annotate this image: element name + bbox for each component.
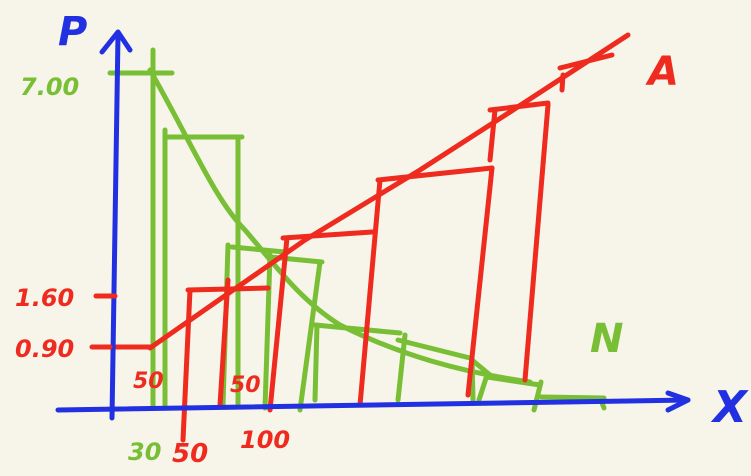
x-axis-arrow	[665, 390, 691, 413]
red-bar-6	[487, 107, 498, 163]
red-bar-4	[357, 177, 383, 408]
red-bar-5	[465, 165, 495, 398]
inner-red-50-label: 50	[133, 369, 164, 394]
curve-n-steps	[107, 47, 607, 413]
green-bar-10	[476, 372, 490, 403]
green-bar-6	[297, 259, 323, 413]
inner-green-50-label: 50	[230, 373, 261, 398]
x-tick-label-50: 50	[172, 439, 208, 469]
curve-a	[147, 32, 631, 351]
red-bar-7	[522, 102, 551, 383]
green-bar-7	[312, 322, 320, 403]
y-tick-label-700: 7.00	[20, 73, 79, 101]
green-step-9	[538, 394, 607, 401]
curve-n-label: N	[590, 316, 623, 362]
curve-a-steps	[95, 32, 631, 443]
y-tick-label-090: 0.90	[15, 335, 74, 363]
y-axis-label: P	[58, 9, 87, 55]
y-axis	[109, 32, 121, 421]
red-bar-1	[180, 287, 193, 443]
x-tick-label-30: 30	[128, 438, 161, 466]
x-axis	[55, 397, 691, 413]
x-axis-label: X	[710, 382, 749, 433]
green-bar-8	[395, 332, 408, 403]
x-tick-label-100: 100	[240, 426, 290, 454]
green-step-6	[395, 337, 473, 361]
green-step-5	[312, 322, 403, 336]
red-step-1	[185, 285, 271, 293]
red-step-2	[280, 229, 375, 241]
red-step-3	[375, 165, 495, 183]
curve-a-label: A	[645, 49, 679, 95]
green-bar-5	[262, 252, 273, 411]
y-tick-label-160: 1.60	[15, 284, 74, 312]
axes	[55, 29, 691, 421]
curve-n	[147, 67, 533, 385]
red-bar-3	[267, 235, 290, 413]
y-axis-arrow	[99, 29, 133, 55]
red-bar-2	[217, 277, 231, 408]
